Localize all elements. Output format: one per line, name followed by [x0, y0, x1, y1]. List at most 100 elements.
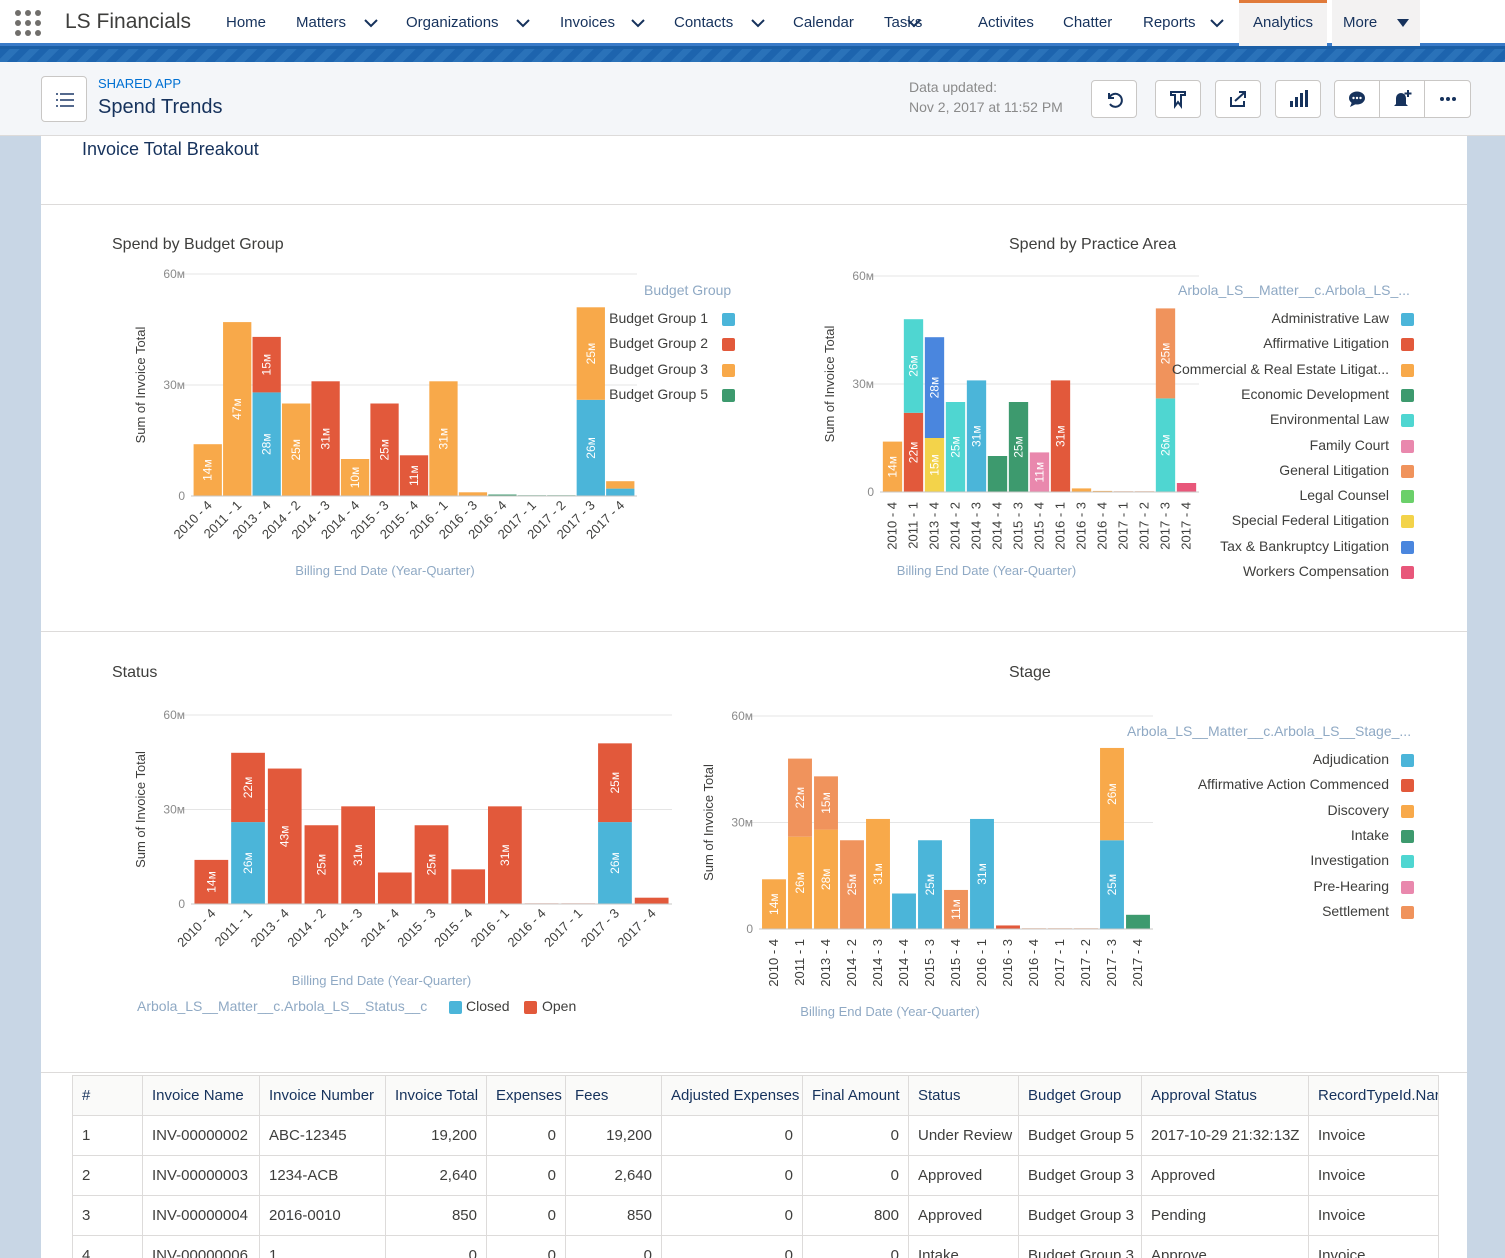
bar-segment[interactable]: [429, 381, 458, 496]
nav-item-chatter[interactable]: Chatter: [1063, 14, 1113, 31]
bar-segment[interactable]: [966, 380, 987, 492]
nav-item-invoices[interactable]: Invoices: [560, 14, 616, 31]
bar-segment[interactable]: [576, 399, 605, 496]
nav-item-activites[interactable]: Activites: [978, 14, 1034, 31]
nav-item-contacts[interactable]: Contacts: [674, 14, 734, 31]
bar-segment[interactable]: [606, 488, 635, 496]
practice-area-chart[interactable]: 0 30м 60м Sum of Invoice Total 14м 2010 - 4 22…: [771, 256, 1199, 596]
nav-item-calendar[interactable]: Calendar: [793, 14, 854, 31]
legend-item[interactable]: Closed: [466, 998, 510, 1014]
legend-item[interactable]: Discovery: [1327, 801, 1389, 818]
column-header[interactable]: Fees: [565, 1075, 662, 1116]
bar-segment[interactable]: [634, 897, 669, 904]
bar-segment[interactable]: [340, 459, 370, 496]
bar-segment[interactable]: [606, 481, 635, 489]
legend-item[interactable]: Pre-Hearing: [1313, 877, 1389, 894]
bar-segment[interactable]: [451, 869, 486, 904]
chevron-down-icon[interactable]: [631, 17, 645, 29]
bar-segment[interactable]: [281, 403, 311, 497]
nav-more-menu[interactable]: More: [1332, 0, 1420, 46]
explore-button[interactable]: [1275, 80, 1321, 118]
chevron-down-icon[interactable]: [1210, 17, 1224, 29]
bar-segment[interactable]: [987, 456, 1008, 492]
notify-button[interactable]: [1380, 81, 1425, 117]
chevron-down-icon[interactable]: [364, 17, 378, 29]
bar-segment[interactable]: [598, 743, 632, 823]
bar-segment[interactable]: [945, 402, 966, 492]
nav-item-reports[interactable]: Reports: [1143, 14, 1196, 31]
column-header[interactable]: Adjusted Expenses: [661, 1075, 803, 1116]
bar-segment[interactable]: [252, 392, 281, 496]
column-header[interactable]: Expenses: [486, 1075, 566, 1116]
bar-segment[interactable]: [866, 818, 890, 929]
column-header[interactable]: Budget Group: [1018, 1075, 1142, 1116]
legend-item[interactable]: General Litigation: [1279, 461, 1389, 478]
legend-item[interactable]: Legal Counsel: [1299, 487, 1389, 504]
legend-item[interactable]: Adjudication: [1312, 751, 1389, 767]
legend-item[interactable]: Affirmative Litigation: [1263, 335, 1389, 352]
bar-segment[interactable]: [903, 412, 924, 492]
legend-item[interactable]: Workers Compensation: [1242, 563, 1389, 579]
bar-segment[interactable]: [488, 494, 517, 496]
app-launcher-icon[interactable]: [14, 9, 42, 37]
legend-item[interactable]: Tax & Bankruptcy Litigation: [1220, 537, 1389, 554]
bar-segment[interactable]: [1176, 483, 1197, 492]
table-row[interactable]: 3 INV-00000004 2016-0010 850 0 850 0 800 Approve…: [72, 1195, 1439, 1236]
bar-segment[interactable]: [399, 455, 429, 496]
bar-segment[interactable]: [840, 840, 864, 929]
refresh-button[interactable]: [1091, 80, 1137, 118]
stage-chart[interactable]: 0 30м 60м Sum of Invoice Total 14м 2010 - 4 26…: [656, 696, 1176, 1036]
column-header[interactable]: Approval Status: [1141, 1075, 1309, 1116]
bar-segment[interactable]: [341, 806, 375, 904]
column-header[interactable]: Invoice Total: [385, 1075, 487, 1116]
bar-segment[interactable]: [598, 822, 632, 904]
bar-segment[interactable]: [814, 829, 838, 929]
bar-segment[interactable]: [970, 818, 994, 929]
column-header[interactable]: Invoice Name: [142, 1075, 260, 1116]
chevron-down-icon[interactable]: [516, 17, 530, 29]
bar-segment[interactable]: [311, 381, 340, 496]
column-header[interactable]: Invoice Number: [259, 1075, 386, 1116]
bar-segment[interactable]: [1029, 452, 1050, 492]
nav-item-analytics[interactable]: Analytics: [1239, 0, 1328, 46]
bar-segment[interactable]: [903, 319, 924, 413]
nav-item-tasks[interactable]: Tasks: [884, 14, 923, 31]
list-menu-button[interactable]: [41, 76, 87, 122]
table-row[interactable]: 1 INV-00000002 ABC-12345 19,200 0 19,200 0 0 Und…: [72, 1115, 1439, 1156]
bar-segment[interactable]: [892, 893, 916, 930]
legend-item[interactable]: Budget Group 5: [609, 385, 708, 402]
bar-segment[interactable]: [924, 438, 945, 492]
column-header[interactable]: RecordTypeId.Nar: [1308, 1075, 1439, 1116]
bar-segment[interactable]: [1100, 840, 1124, 929]
bar-segment[interactable]: [223, 322, 252, 496]
legend-item[interactable]: Affirmative Action Commenced: [1197, 776, 1389, 793]
bar-segment[interactable]: [918, 840, 942, 929]
bar-segment[interactable]: [377, 872, 412, 905]
bar-segment[interactable]: [1155, 308, 1176, 399]
column-header[interactable]: Final Amount: [802, 1075, 909, 1116]
legend-item[interactable]: Special Federal Litigation: [1231, 512, 1389, 529]
bar-segment[interactable]: [762, 879, 786, 929]
legend-item[interactable]: Intake: [1350, 826, 1389, 843]
bar-segment[interactable]: [576, 307, 605, 400]
bar-segment[interactable]: [944, 889, 968, 929]
legend-item[interactable]: Economic Development: [1241, 385, 1389, 402]
table-row[interactable]: 2 INV-00000003 1234-ACB 2,640 0 2,640 0 0 Approv…: [72, 1155, 1439, 1196]
nav-item-matters[interactable]: Matters: [296, 14, 347, 31]
legend-item[interactable]: Commercial & Real Estate Litigat...: [1171, 360, 1389, 377]
bar-segment[interactable]: [924, 337, 945, 438]
bar-segment[interactable]: [814, 776, 838, 830]
share-button[interactable]: [1215, 80, 1261, 118]
bar-segment[interactable]: [1100, 747, 1124, 841]
bar-segment[interactable]: [1092, 490, 1113, 492]
column-header[interactable]: #: [72, 1075, 143, 1116]
bar-segment[interactable]: [788, 836, 812, 929]
bar-segment[interactable]: [231, 822, 265, 904]
legend-item[interactable]: Settlement: [1322, 902, 1389, 919]
status-chart[interactable]: 0 30м 60м Sum of Invoice Total 14м 2010 - 4 26…: [81, 696, 691, 1036]
column-header[interactable]: Status: [908, 1075, 1019, 1116]
bar-segment[interactable]: [1155, 398, 1176, 492]
bar-segment[interactable]: [304, 825, 339, 904]
